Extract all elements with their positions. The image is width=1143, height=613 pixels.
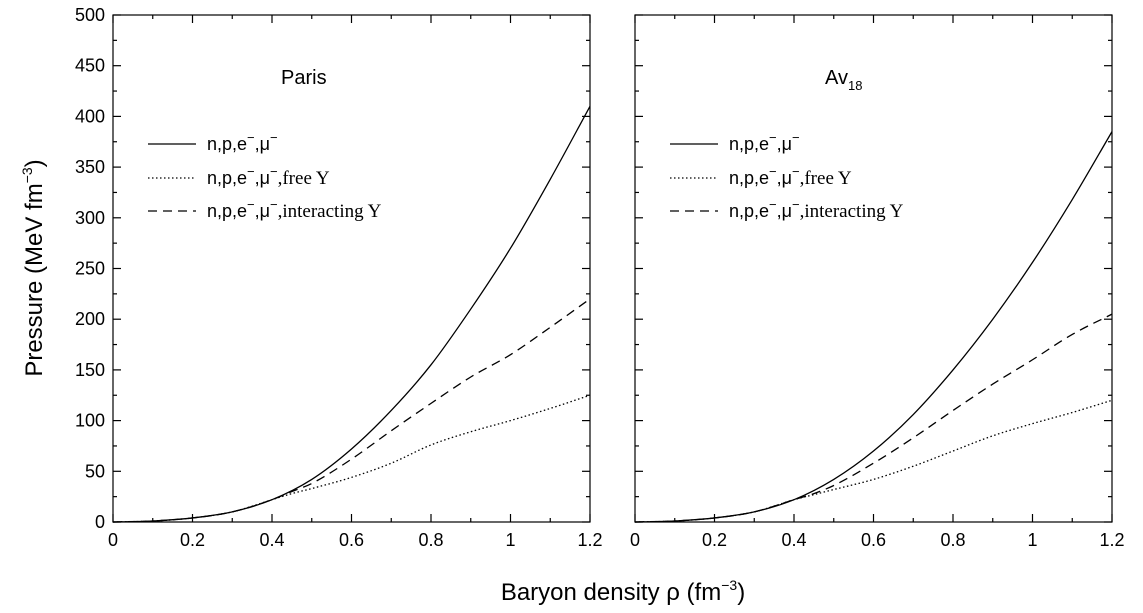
legend-entry: n,p,e−,μ−,interacting Y bbox=[729, 197, 904, 222]
y-tick-label: 450 bbox=[75, 56, 105, 76]
y-tick-label: 0 bbox=[95, 512, 105, 532]
legend-entry: n,p,e−,μ− bbox=[207, 130, 278, 154]
x-tick-label: 0 bbox=[108, 530, 118, 550]
x-tick-label: 0.6 bbox=[339, 530, 364, 550]
x-tick-label: 1.2 bbox=[1099, 530, 1124, 550]
series-line-dotted bbox=[634, 399, 1113, 523]
series-line-solid bbox=[634, 131, 1113, 523]
legend-entry: n,p,e−,μ−,free Y bbox=[729, 164, 852, 189]
series-line-dotted bbox=[112, 394, 591, 523]
panel-paris: 0 0.2 0.4 0.6 0.8 1 1.2 0 50 100 150 200 250 300 350 40… bbox=[75, 5, 603, 550]
x-tick-label: 0.8 bbox=[418, 530, 443, 550]
panel-av18: 0 0.2 0.4 0.6 0.8 1 1.2 Av18 n,p,e−,μ− n,p,e−,μ−,… bbox=[630, 14, 1125, 550]
x-tick-label: 0.8 bbox=[940, 530, 965, 550]
panel-title: Paris bbox=[281, 67, 327, 89]
y-tick-label: 150 bbox=[75, 360, 105, 380]
y-tick-label: 100 bbox=[75, 411, 105, 431]
series-line-dashed bbox=[634, 313, 1113, 523]
y-tick-label: 300 bbox=[75, 208, 105, 228]
y-tick-label: 50 bbox=[85, 461, 105, 481]
series-line-dashed bbox=[112, 298, 591, 523]
x-tick-label: 0.4 bbox=[259, 530, 284, 550]
y-tick-label: 200 bbox=[75, 309, 105, 329]
x-tick-label: 0 bbox=[630, 530, 640, 550]
y-axis-title: Pressure (MeV fm−3) bbox=[19, 159, 48, 376]
legend-entry: n,p,e−,μ−,interacting Y bbox=[207, 197, 382, 222]
x-tick-label: 0.6 bbox=[861, 530, 886, 550]
x-tick-label: 1.2 bbox=[577, 530, 602, 550]
y-tick-label: 500 bbox=[75, 5, 105, 25]
x-tick-label: 0.4 bbox=[781, 530, 806, 550]
x-tick-label: 0.2 bbox=[702, 530, 727, 550]
legend-entry: n,p,e−,μ−,free Y bbox=[207, 164, 330, 189]
x-axis-title: Baryon density ρ (fm−3) bbox=[501, 577, 745, 606]
y-tick-label: 350 bbox=[75, 157, 105, 177]
x-tick-label: 1 bbox=[1027, 530, 1037, 550]
y-tick-label: 250 bbox=[75, 259, 105, 279]
series-line-solid bbox=[112, 105, 591, 523]
x-tick-label: 0.2 bbox=[180, 530, 205, 550]
y-tick-label: 400 bbox=[75, 106, 105, 126]
plot-frame bbox=[634, 14, 1113, 523]
plot-frame bbox=[112, 14, 591, 523]
legend-entry: n,p,e−,μ− bbox=[729, 130, 800, 154]
panel-title: Av18 bbox=[825, 67, 862, 93]
x-tick-label: 1 bbox=[505, 530, 515, 550]
